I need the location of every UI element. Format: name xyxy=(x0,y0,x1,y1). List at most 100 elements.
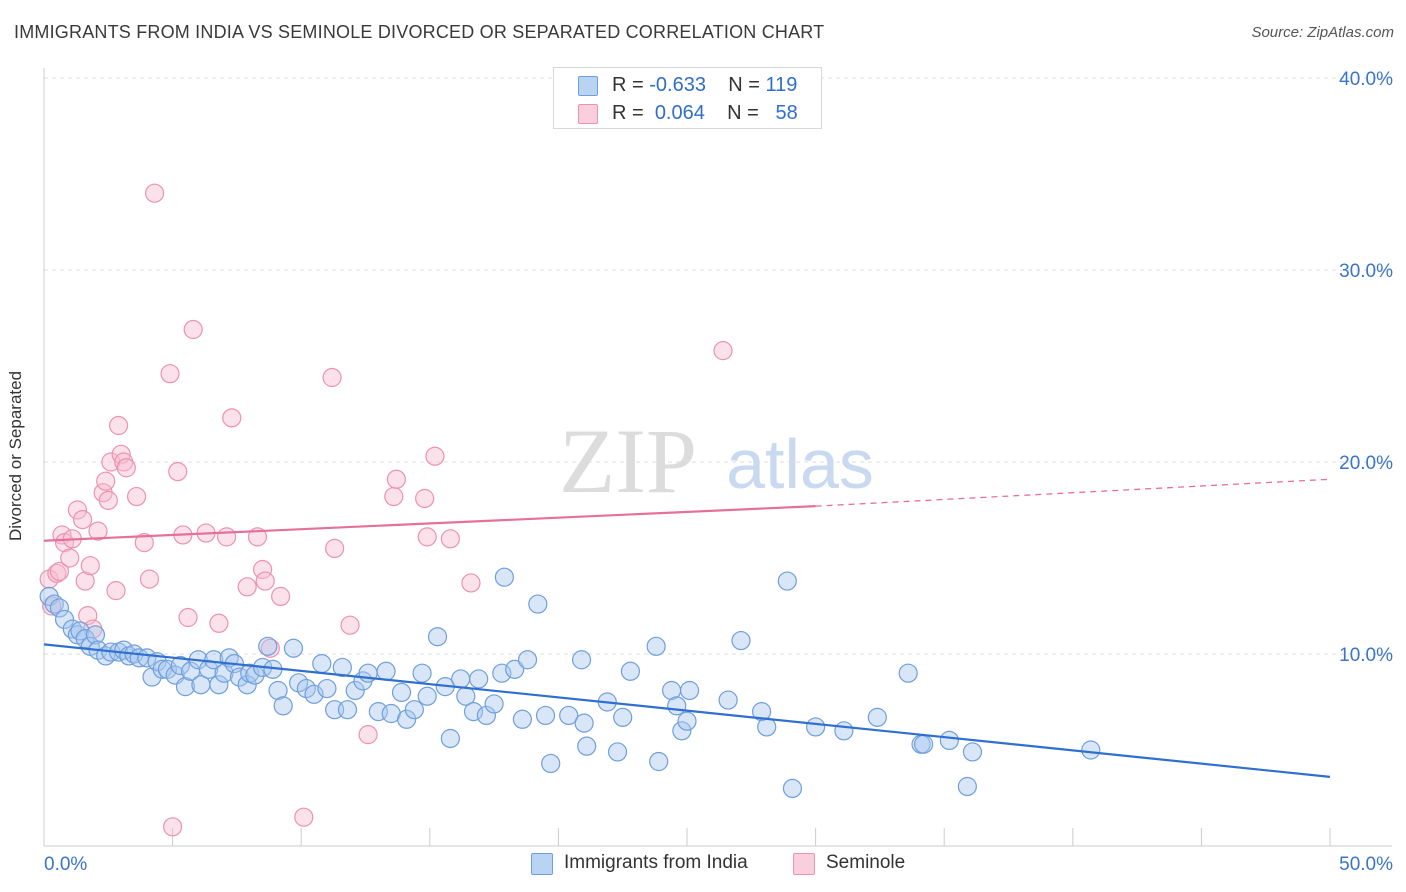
india-point xyxy=(268,680,288,701)
india-point xyxy=(777,571,797,591)
india-point xyxy=(317,678,337,699)
india-point xyxy=(296,678,316,699)
legend-n-seminole: 58 xyxy=(775,102,798,124)
india-point xyxy=(607,742,628,762)
seminole-point xyxy=(384,486,404,507)
seminole-point xyxy=(322,367,342,388)
seminole-point xyxy=(440,529,460,549)
seminole-point xyxy=(163,817,183,837)
seminole-point xyxy=(106,581,126,601)
seminole-point xyxy=(39,569,59,589)
seminole-trend-extension xyxy=(815,478,1331,507)
seminole-point xyxy=(415,488,435,509)
legend-r-label: R = xyxy=(612,74,644,96)
india-point xyxy=(667,696,687,716)
legend-r-seminole: 0.064 xyxy=(654,102,705,124)
legend-bottom-swatch-india xyxy=(531,853,553,875)
x-tick-label: 0.0% xyxy=(44,854,87,875)
india-point xyxy=(237,675,257,695)
seminole-point xyxy=(222,408,242,428)
x-tick-label: 50.0% xyxy=(1339,854,1393,875)
india-point xyxy=(229,667,250,687)
india-point xyxy=(535,705,556,726)
india-point xyxy=(559,705,579,726)
legend-swatch-india xyxy=(578,76,598,96)
seminole-point xyxy=(168,462,188,482)
india-point xyxy=(718,690,738,710)
india-point xyxy=(258,636,278,656)
india-point xyxy=(412,663,432,683)
seminole-point xyxy=(75,571,95,591)
india-point xyxy=(962,742,983,762)
india-point xyxy=(44,594,64,614)
seminole-point xyxy=(217,527,237,547)
legend-swatch-seminole xyxy=(578,104,598,124)
y-tick-label: 10.0% xyxy=(1339,645,1393,666)
india-point xyxy=(613,707,633,727)
india-point xyxy=(376,661,396,681)
y-tick-label: 20.0% xyxy=(1339,453,1393,474)
y-tick-label: 30.0% xyxy=(1339,261,1393,282)
india-point xyxy=(957,776,977,797)
india-point xyxy=(492,663,512,683)
seminole-point xyxy=(713,341,733,361)
india-point xyxy=(679,680,700,701)
seminole-point xyxy=(340,615,360,635)
india-point xyxy=(757,717,777,737)
legend-n-label: N = xyxy=(728,74,760,96)
seminole-trend-line xyxy=(43,505,816,542)
india-point xyxy=(142,667,162,687)
legend-r-india: -0.633 xyxy=(649,74,706,96)
india-point xyxy=(512,709,532,729)
india-point xyxy=(283,638,304,658)
india-point xyxy=(494,567,514,587)
seminole-point xyxy=(98,490,118,510)
india-point xyxy=(541,753,561,774)
india-point xyxy=(345,680,365,701)
india-point xyxy=(834,721,854,741)
india-point xyxy=(898,663,918,683)
india-point xyxy=(1081,740,1101,760)
india-point xyxy=(214,663,234,683)
india-point xyxy=(337,700,358,720)
legend-bottom-label-india: Immigrants from India xyxy=(564,852,748,873)
india-point xyxy=(62,619,82,639)
seminole-point xyxy=(183,319,203,340)
india-point xyxy=(204,650,224,670)
india-point xyxy=(157,659,178,679)
india-point xyxy=(672,721,692,741)
india-point xyxy=(397,709,417,729)
india-point xyxy=(577,736,597,756)
seminole-point xyxy=(134,533,154,553)
seminole-point xyxy=(253,559,273,580)
seminole-point xyxy=(255,571,275,591)
seminole-point xyxy=(417,527,437,547)
seminole-point xyxy=(60,548,80,568)
seminole-point xyxy=(386,469,406,489)
seminole-point xyxy=(108,415,129,436)
india-point xyxy=(440,728,460,749)
india-point xyxy=(137,648,157,668)
source-label: Source: ZipAtlas.com xyxy=(1251,24,1394,41)
india-point xyxy=(620,661,641,681)
india-point xyxy=(54,609,75,630)
y-tick-label: 40.0% xyxy=(1339,69,1393,90)
india-point xyxy=(114,640,134,660)
india-point xyxy=(427,627,448,647)
seminole-point xyxy=(294,807,314,827)
india-point xyxy=(484,694,504,714)
india-point xyxy=(731,630,751,651)
seminole-point xyxy=(139,569,160,589)
seminole-point xyxy=(358,725,378,745)
india-point xyxy=(805,717,826,737)
seminole-point xyxy=(116,458,136,478)
seminole-point xyxy=(72,509,93,530)
legend-n-india: 119 xyxy=(765,74,798,96)
india-point xyxy=(571,650,592,670)
india-point xyxy=(914,734,934,754)
stats-legend: R = -0.633 N = 119 R = 0.064 N = 58 xyxy=(553,67,822,129)
india-point xyxy=(170,655,190,676)
india-point xyxy=(404,700,424,720)
india-points xyxy=(39,567,1101,799)
